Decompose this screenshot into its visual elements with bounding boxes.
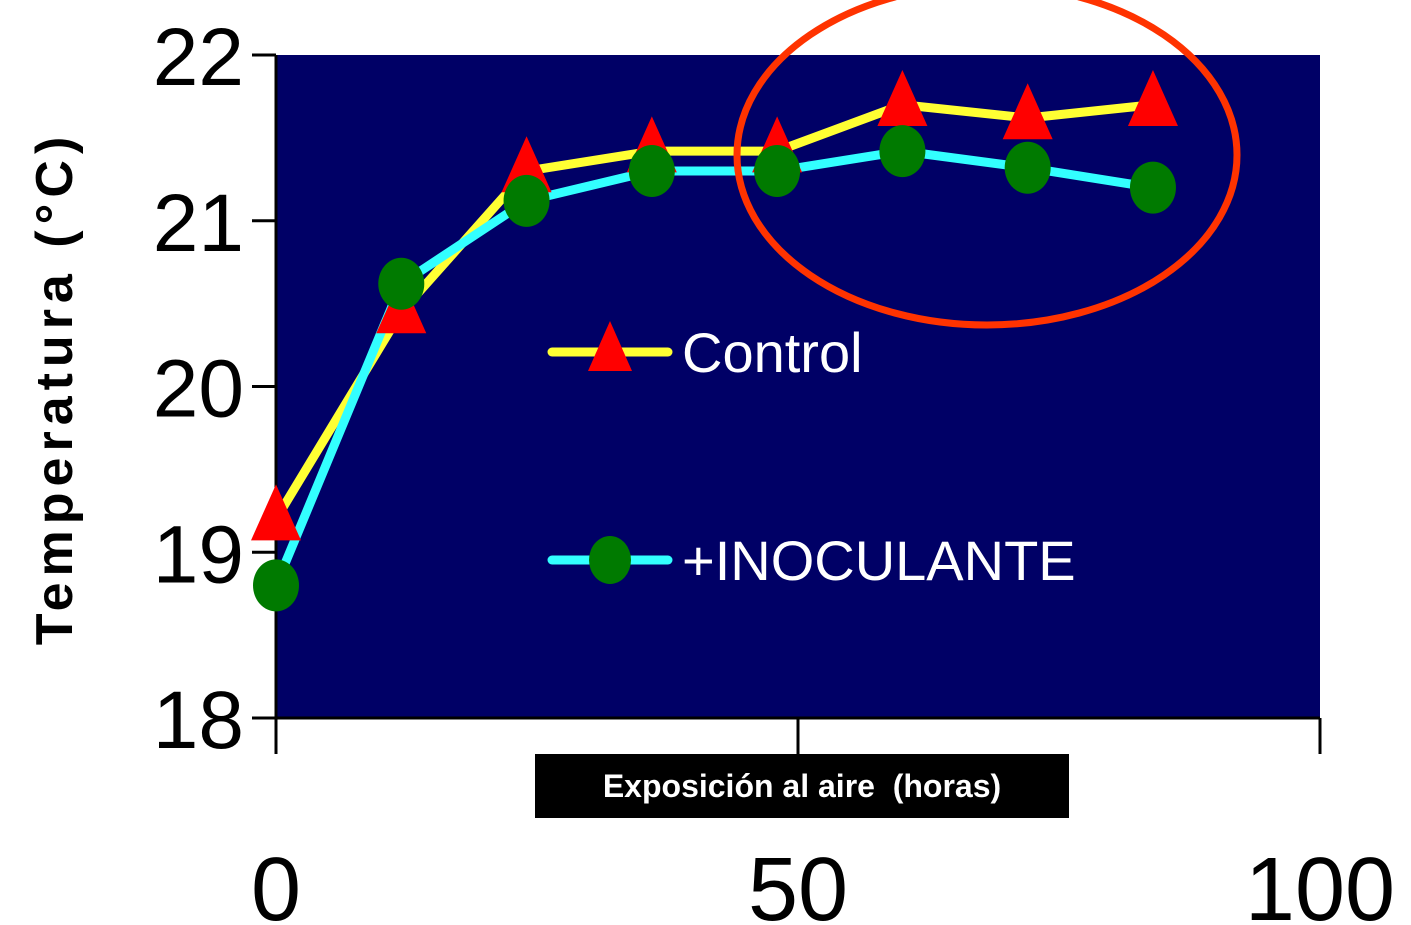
legend: Control +INOCULANTE: [547, 321, 1076, 592]
y-tick-label: 18: [153, 675, 244, 766]
inoculante-marker: [1004, 141, 1051, 194]
highlight-ellipse: [733, 0, 1241, 329]
x-tick-label: 50: [748, 840, 848, 925]
y-tick-label: 22: [153, 12, 244, 103]
inoculante-marker: [1129, 161, 1176, 214]
inoculante-marker: [378, 257, 425, 310]
y-axis-title: Temperatura (°C): [26, 131, 84, 646]
legend-label-1: +INOCULANTE: [682, 529, 1076, 592]
inoculante-marker: [628, 145, 675, 198]
control-marker: [877, 70, 928, 127]
y-tick-label: 19: [153, 509, 244, 600]
axes: 18 19 20 21 22 0 50 100: [153, 12, 1395, 925]
x-axis-title: Exposición al aire (horas): [603, 768, 1001, 804]
control-marker: [1127, 70, 1178, 127]
legend-circle-marker: [589, 536, 631, 584]
x-tick-label: 100: [1245, 840, 1395, 925]
inoculante-marker: [503, 174, 550, 227]
plot-area-background: [276, 55, 1320, 718]
control-marker: [501, 136, 552, 193]
inoculante-marker: [253, 559, 299, 612]
control-marker: [1002, 83, 1053, 140]
inoculante-marker: [754, 145, 801, 198]
y-tick-label: 20: [153, 344, 244, 435]
inoculante-marker: [879, 125, 926, 178]
x-axis-title-background: [535, 754, 1069, 818]
series-markers: [251, 70, 1178, 612]
legend-label-0: Control: [682, 321, 863, 384]
x-tick-label: 0: [251, 840, 301, 925]
y-tick-label: 21: [153, 178, 244, 269]
legend-triangle-marker: [588, 321, 632, 371]
control-marker: [251, 484, 301, 541]
